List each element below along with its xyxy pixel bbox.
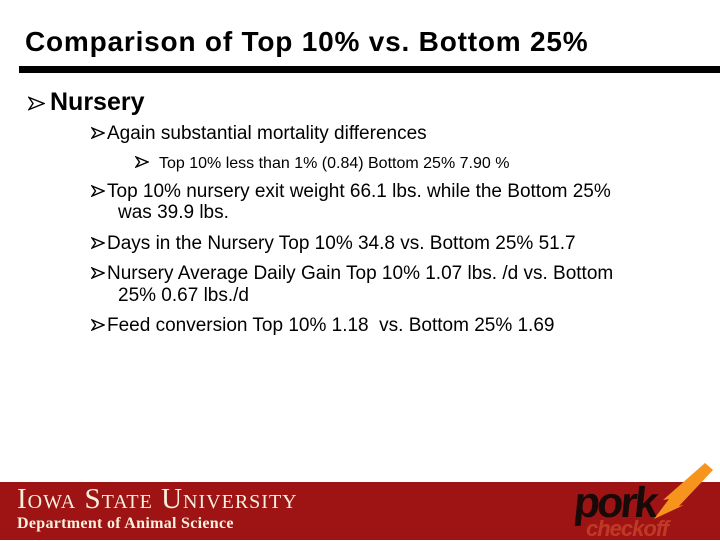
bullet-text-wrap: 25% 0.67 lbs./d (118, 284, 249, 306)
bullet-heading: Nursery (0, 88, 700, 116)
arrow-bullet-icon (91, 236, 105, 249)
bullet-text: Again substantial mortality differences (107, 123, 427, 144)
bullet-line: Again substantial mortality differences (91, 123, 700, 145)
bullet-line: Nursery Average Daily Gain Top 10% 1.07 … (91, 263, 700, 285)
bullet-item: Top 10% nursery exit weight 66.1 lbs. wh… (0, 181, 700, 224)
lightning-bolt-icon (654, 463, 713, 519)
bullet-line: Nursery (28, 88, 700, 116)
bullet-text: Top 10% nursery exit weight 66.1 lbs. wh… (107, 180, 611, 202)
bullet-text-wrap: was 39.9 lbs. (118, 202, 229, 223)
footer-banner (0, 482, 720, 540)
bullet-text: Feed conversion Top 10% 1.18 vs. Bottom … (107, 315, 555, 336)
bullet-text: Days in the Nursery Top 10% 34.8 vs. Bot… (107, 232, 576, 254)
bullet-item: Top 10% less than 1% (0.84) Bottom 25% 7… (0, 154, 700, 173)
logo-checkoff-text: checkoff (586, 516, 669, 541)
pork-checkoff-logo: pork checkoff (572, 462, 714, 540)
bullet-text: Top 10% less than 1% (0.84) Bottom 25% 7… (159, 154, 510, 172)
arrow-bullet-icon (91, 184, 105, 197)
bullet-line: Days in the Nursery Top 10% 34.8 vs. Bot… (91, 233, 700, 255)
arrow-bullet-icon (91, 319, 105, 331)
arrow-bullet-icon (135, 155, 149, 168)
slide-title: Comparison of Top 10% vs. Bottom 25% (25, 26, 589, 57)
slide-body: Nursery Again substantial mortality diff… (0, 88, 700, 346)
bullet-line: Top 10% less than 1% (0.84) Bottom 25% 7… (135, 154, 700, 173)
bullet-item: Nursery Average Daily Gain Top 10% 1.07 … (0, 263, 700, 306)
arrow-bullet-icon (28, 96, 45, 111)
department-name: Department of Animal Science (17, 515, 234, 532)
bullet-item: Again substantial mortality differences (0, 123, 700, 145)
bullet-item: Feed conversion Top 10% 1.18 vs. Bottom … (0, 315, 700, 337)
bullet-text: Nursery (50, 88, 145, 116)
bullet-text: Nursery Average Daily Gain Top 10% 1.07 … (107, 263, 614, 284)
arrow-bullet-icon (91, 127, 105, 139)
bullet-line: Top 10% nursery exit weight 66.1 lbs. wh… (91, 181, 700, 203)
bullet-line: Feed conversion Top 10% 1.18 vs. Bottom … (91, 315, 700, 337)
university-wordmark: Iowa State University (17, 483, 298, 515)
title-underline (19, 66, 720, 73)
bullet-item: Days in the Nursery Top 10% 34.8 vs. Bot… (0, 233, 700, 255)
arrow-bullet-icon (91, 267, 105, 279)
